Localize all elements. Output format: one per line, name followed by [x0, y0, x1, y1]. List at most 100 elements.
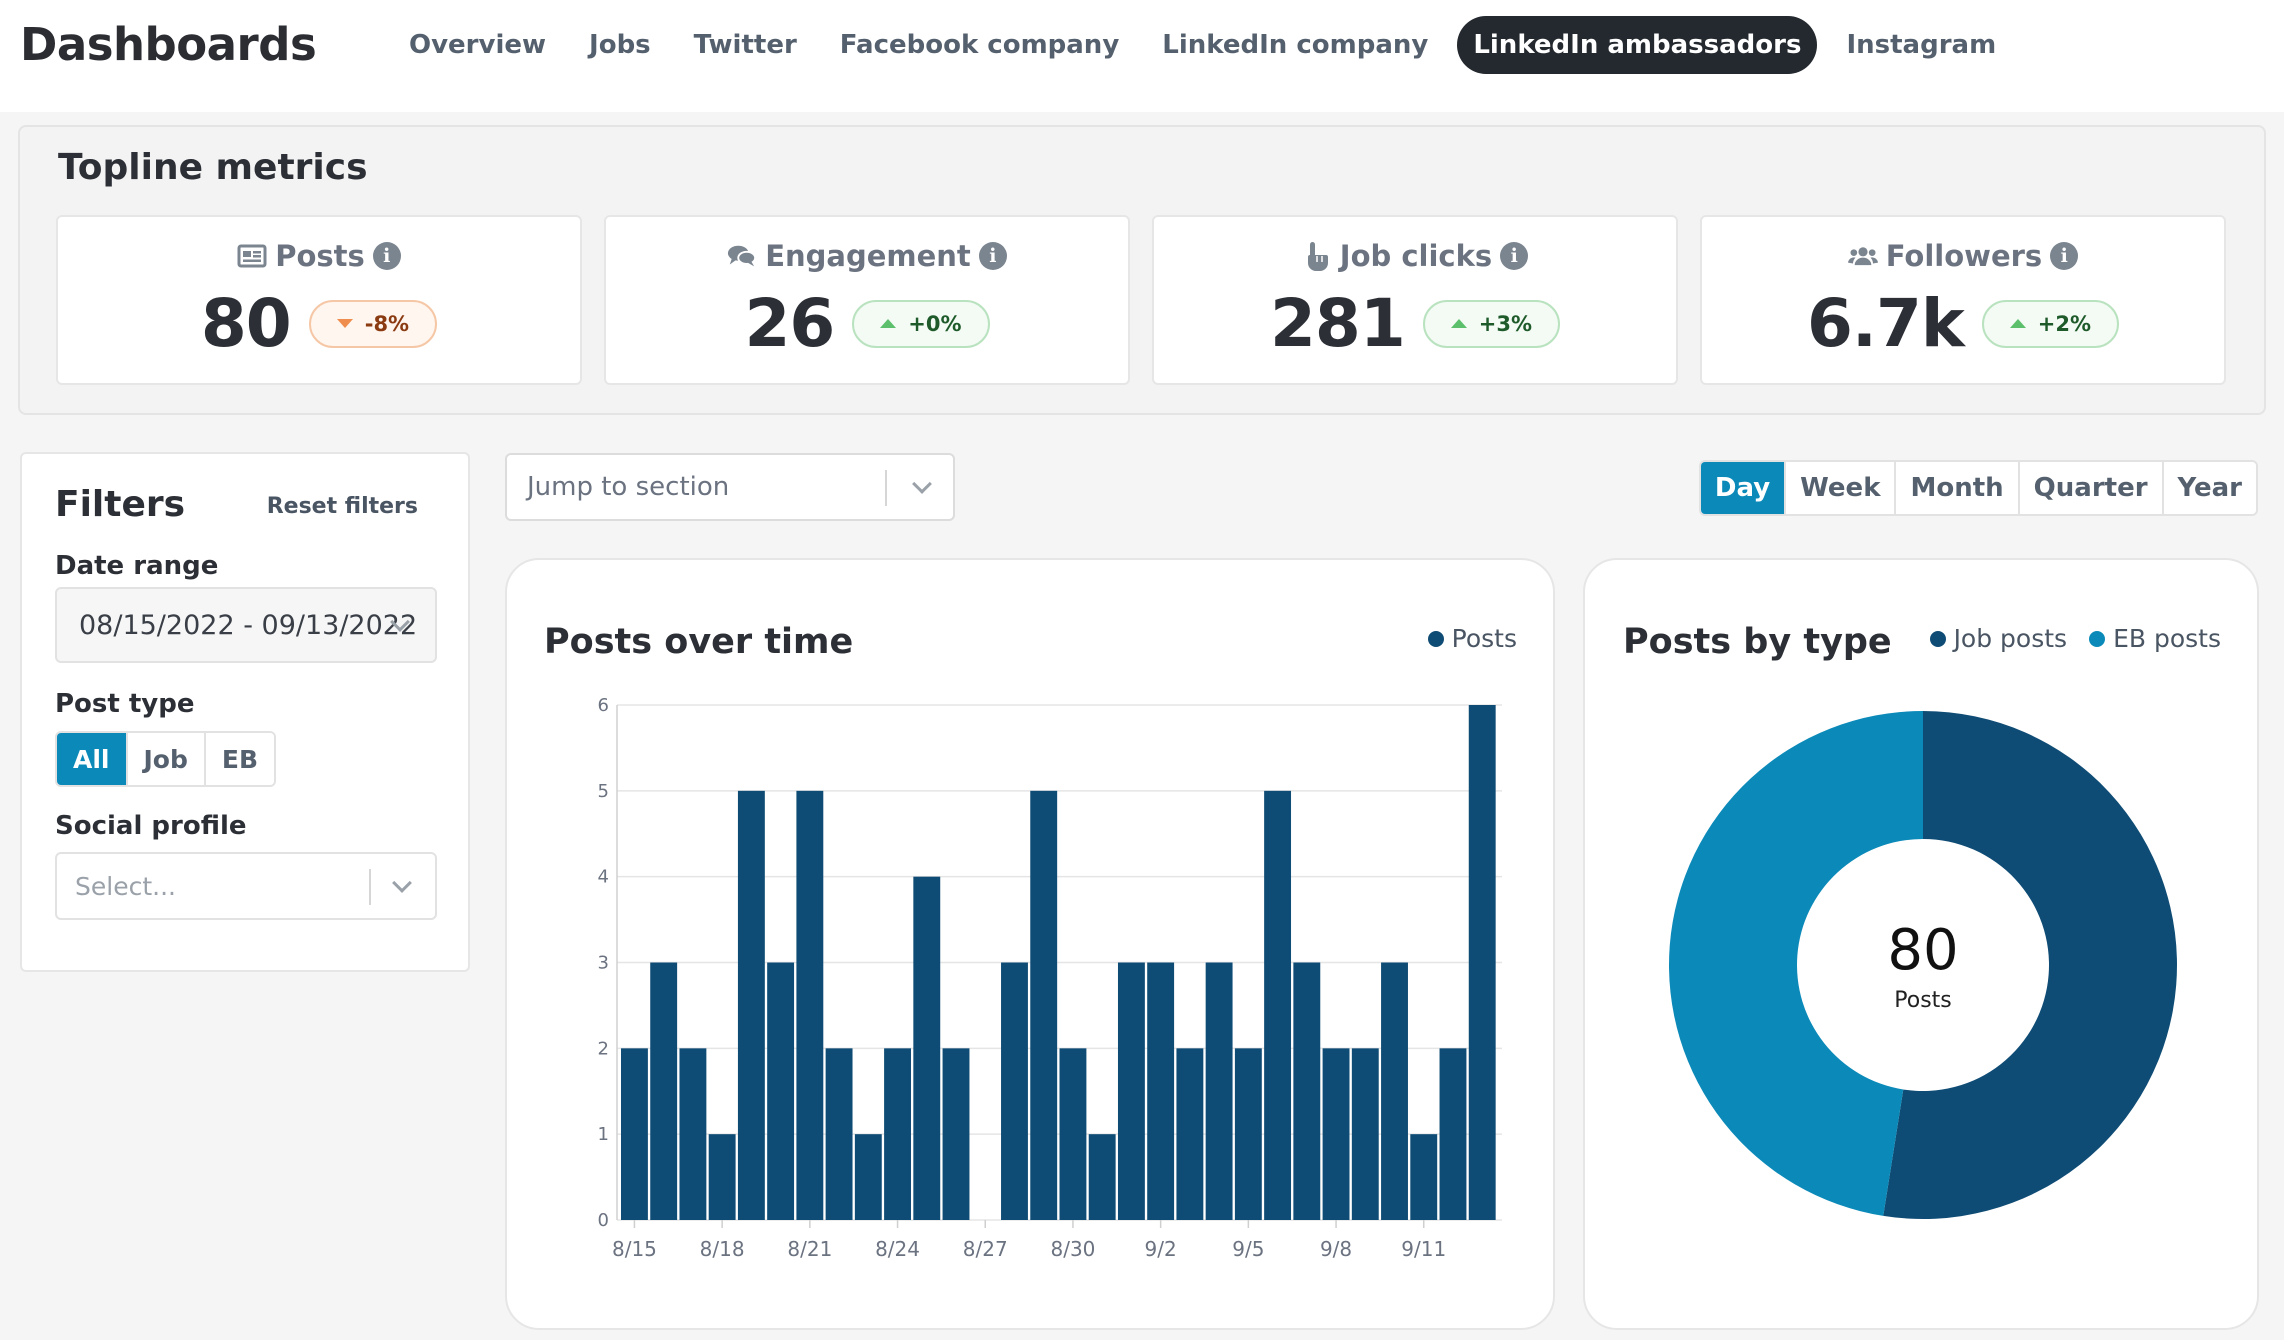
bar[interactable] — [737, 790, 765, 1220]
bar[interactable] — [1205, 962, 1233, 1221]
reset-filters-button[interactable]: Reset filters — [266, 494, 418, 519]
bar[interactable] — [1439, 1048, 1467, 1220]
change-badge: +3% — [1422, 299, 1561, 348]
dashboard-tabs: Overview Jobs Twitter Facebook company L… — [395, 16, 2025, 74]
y-tick-label: 6 — [598, 695, 609, 716]
arrow-down-icon — [336, 319, 353, 328]
posts-donut-chart: 80 Posts — [1668, 711, 2177, 1219]
bar[interactable] — [708, 1134, 736, 1220]
metric-card-engagement: Engagement i 26 +0% — [604, 215, 1130, 385]
change-value: -8% — [364, 311, 410, 336]
bar[interactable] — [825, 1048, 853, 1220]
jump-to-section-select[interactable]: Jump to section — [505, 453, 955, 521]
date-range-input[interactable]: 08/15/2022 - 09/13/2022 — [55, 587, 437, 663]
metric-label: Followers — [1885, 239, 2043, 273]
legend-label: Job posts — [1953, 624, 2068, 653]
x-tick-label: 9/5 — [1232, 1237, 1264, 1261]
y-tick-label: 2 — [598, 1038, 609, 1059]
x-tick-label: 8/24 — [875, 1237, 920, 1261]
legend-item-eb-posts[interactable]: EB posts — [2089, 624, 2221, 653]
donut-slice[interactable] — [1668, 711, 1923, 1216]
tab-facebook-company[interactable]: Facebook company — [839, 30, 1120, 60]
social-profile-placeholder: Select... — [75, 871, 176, 901]
filters-title: Filters — [55, 484, 186, 525]
bar[interactable] — [767, 962, 795, 1221]
legend-dot — [2089, 630, 2106, 647]
change-value: +3% — [1478, 311, 1533, 336]
change-value: +2% — [2037, 311, 2092, 336]
jump-placeholder: Jump to section — [527, 472, 730, 502]
bar[interactable] — [796, 790, 824, 1220]
bar[interactable] — [621, 1048, 648, 1220]
bar[interactable] — [854, 1134, 882, 1220]
date-range-value: 08/15/2022 - 09/13/2022 — [79, 609, 418, 641]
bar[interactable] — [1351, 1048, 1379, 1220]
period-quarter-button[interactable]: Quarter — [2019, 462, 2164, 514]
tab-jobs[interactable]: Jobs — [589, 30, 651, 60]
date-range-label: Date range — [55, 551, 219, 581]
bar[interactable] — [1001, 962, 1028, 1221]
y-tick-label: 0 — [598, 1210, 609, 1231]
bar[interactable] — [1293, 962, 1321, 1221]
topline-metrics-panel: Topline metrics Posts i 80 -8% Engagemen… — [18, 125, 2266, 415]
x-tick-label: 9/2 — [1145, 1237, 1177, 1261]
y-tick-label: 5 — [598, 781, 609, 802]
legend-item-job-posts[interactable]: Job posts — [1929, 624, 2068, 653]
donut-center-label: Posts — [1894, 988, 1952, 1013]
bar[interactable] — [884, 1048, 911, 1220]
select-divider — [885, 470, 887, 506]
period-day-button[interactable]: Day — [1700, 462, 1787, 514]
info-icon[interactable]: i — [978, 242, 1007, 270]
bar[interactable] — [1030, 790, 1058, 1220]
bar[interactable] — [1468, 705, 1496, 1220]
post-type-job-button[interactable]: Job — [127, 733, 206, 785]
metric-value: 281 — [1269, 285, 1406, 362]
bar[interactable] — [679, 1048, 707, 1220]
metric-label: Posts — [275, 239, 365, 273]
select-divider — [369, 869, 371, 905]
period-year-button[interactable]: Year — [2163, 462, 2256, 514]
metric-label: Engagement — [765, 239, 971, 273]
metric-card-posts: Posts i 80 -8% — [56, 215, 582, 385]
donut-slice[interactable] — [1883, 711, 2177, 1219]
bar[interactable] — [1264, 790, 1292, 1220]
bar[interactable] — [1234, 1048, 1262, 1220]
bar[interactable] — [1176, 1048, 1204, 1220]
post-type-eb-button[interactable]: EB — [205, 733, 275, 785]
tab-instagram[interactable]: Instagram — [1846, 30, 1997, 60]
tab-linkedin-ambassadors[interactable]: LinkedIn ambassadors — [1457, 16, 1818, 74]
x-tick-label: 8/21 — [787, 1237, 832, 1261]
bar[interactable] — [913, 876, 941, 1220]
legend-dot — [1929, 630, 1946, 647]
change-badge: +0% — [852, 299, 990, 348]
chevron-down-icon — [392, 873, 412, 893]
legend-item-posts[interactable]: Posts — [1427, 624, 1517, 653]
bar[interactable] — [942, 1048, 970, 1220]
chart-legend: Job posts EB posts — [1929, 624, 2221, 653]
period-week-button[interactable]: Week — [1786, 462, 1897, 514]
bar[interactable] — [1381, 962, 1408, 1221]
social-profile-select[interactable]: Select... — [55, 852, 437, 920]
info-icon[interactable]: i — [1500, 242, 1529, 270]
x-tick-label: 9/11 — [1401, 1237, 1446, 1261]
bar[interactable] — [1088, 1134, 1116, 1220]
bar[interactable] — [1147, 962, 1175, 1221]
post-type-all-button[interactable]: All — [57, 733, 128, 785]
period-month-button[interactable]: Month — [1896, 462, 2020, 514]
donut-center-value: 80 — [1887, 918, 1958, 983]
bar[interactable] — [1059, 1048, 1087, 1220]
chart-legend: Posts — [1427, 624, 1517, 653]
arrow-up-icon — [2009, 319, 2026, 328]
y-tick-label: 4 — [598, 867, 609, 888]
tab-twitter[interactable]: Twitter — [693, 30, 797, 60]
tab-overview[interactable]: Overview — [409, 30, 547, 60]
bar[interactable] — [1410, 1134, 1438, 1220]
info-icon[interactable]: i — [2050, 242, 2079, 270]
posts-over-time-card: Posts over time Posts 0 1 2 3 4 5 6 8/15 8/18 8/2… — [505, 558, 1555, 1330]
bar[interactable] — [1117, 962, 1145, 1221]
info-icon[interactable]: i — [372, 242, 401, 270]
tab-linkedin-company[interactable]: LinkedIn company — [1162, 30, 1429, 60]
bar[interactable] — [650, 962, 678, 1221]
bar[interactable] — [1322, 1048, 1350, 1220]
metric-card-job-clicks: Job clicks i 281 +3% — [1152, 215, 1678, 385]
